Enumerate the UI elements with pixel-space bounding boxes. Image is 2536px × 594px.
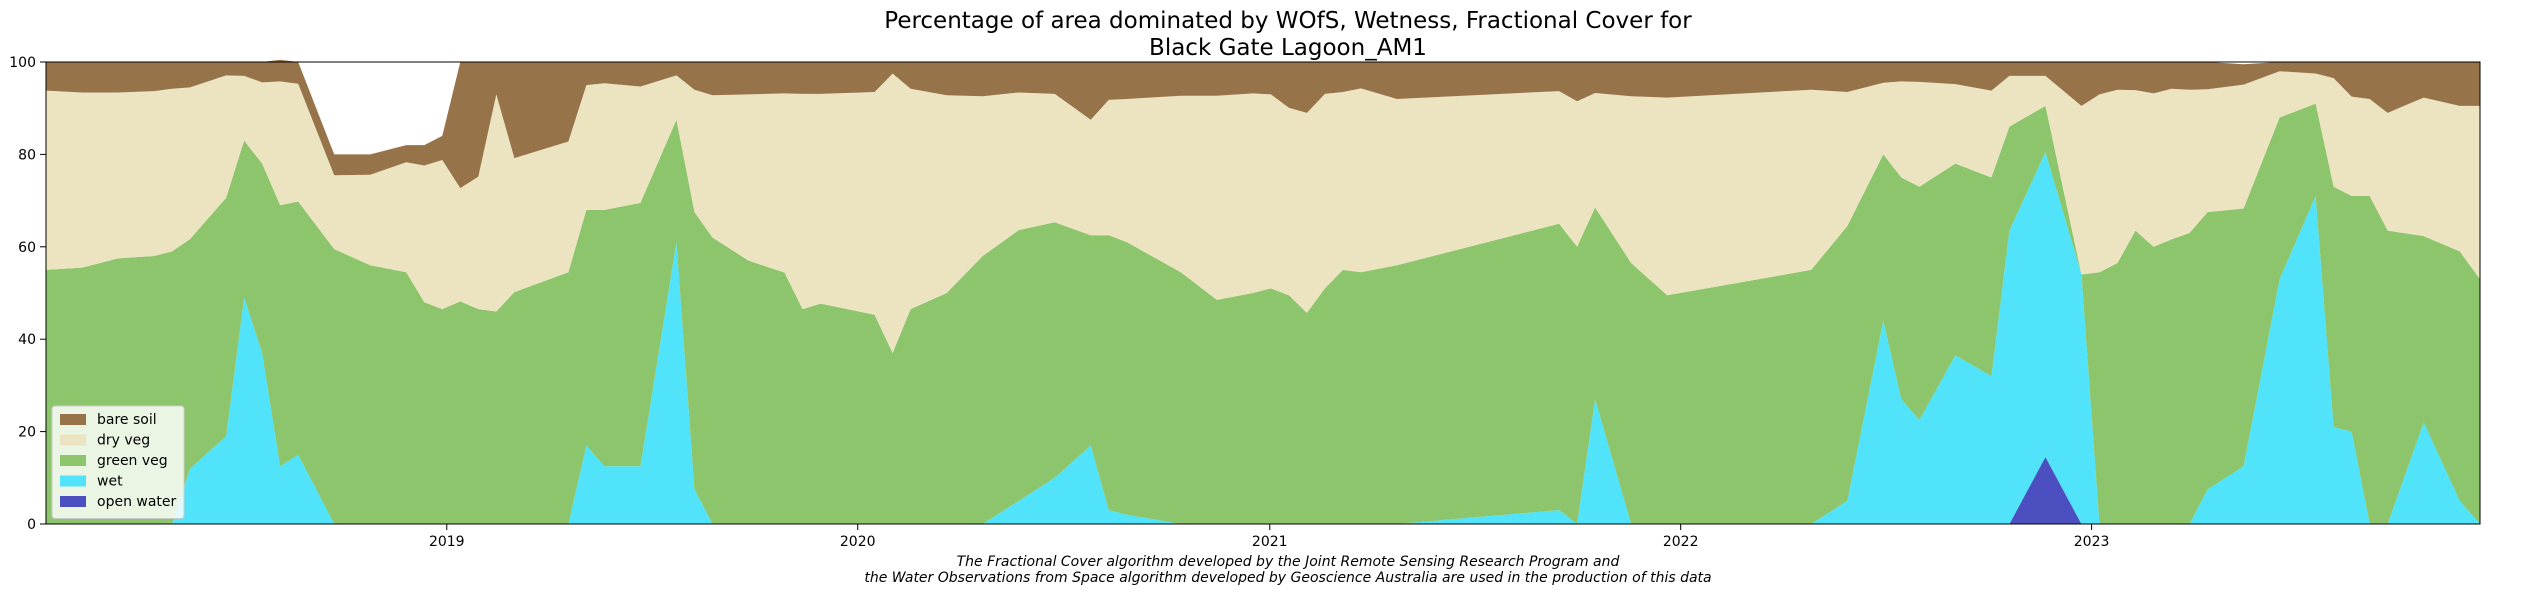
caption-line-1: The Fractional Cover algorithm developed… [957,554,1620,570]
legend-label: green veg [97,453,168,469]
legend-swatch [60,434,86,446]
legend-swatch [60,475,86,487]
legend-label: bare soil [97,412,157,428]
y-tick-label: 0 [27,517,36,533]
area-wet [46,152,2480,524]
legend-label: dry veg [97,433,150,449]
area-bare-soil [46,59,2480,189]
legend-box [51,405,185,519]
y-tick-label: 40 [18,332,36,348]
y-tick-label: 20 [18,425,36,441]
x-tick-label: 2021 [1252,534,1288,550]
x-tick-label: 2020 [840,534,876,550]
chart-legend: bare soil dry veg green veg wet open water [51,405,185,519]
y-tick-label: 80 [18,147,36,163]
legend-label: wet [97,474,123,490]
legend-label: open water [97,494,177,510]
x-axis: 2019 2020 2021 2022 2023 [429,524,2109,550]
legend-swatch [60,496,86,507]
legend-swatch [60,414,86,425]
y-tick-label: 100 [9,55,36,71]
legend-swatch [60,455,86,466]
y-tick-label: 60 [18,240,36,256]
area-green-veg [46,103,2480,524]
x-tick-label: 2023 [2074,534,2110,550]
x-tick-label: 2022 [1663,534,1699,550]
chart-title-line-2: Black Gate Lagoon_AM1 [1149,35,1427,61]
plot-frame [45,61,2481,525]
x-tick-label: 2019 [429,534,465,550]
chart-title-line-1: Percentage of area dominated by WOfS, We… [884,8,1692,34]
caption-line-2: the Water Observations from Space algori… [864,570,1711,586]
y-axis: 0 20 40 60 80 100 [9,55,46,533]
area-dry-veg [46,71,2480,354]
stacked-area-layers [46,59,2480,524]
